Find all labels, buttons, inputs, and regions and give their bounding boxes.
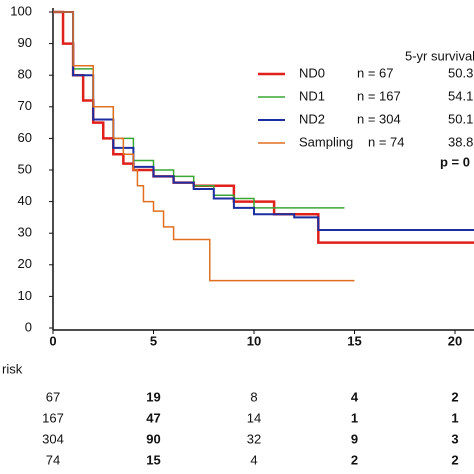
legend-label: ND1 bbox=[299, 88, 325, 103]
x-tick-label: 15 bbox=[347, 333, 361, 348]
y-tick-label: 80 bbox=[18, 67, 32, 82]
legend-label: ND2 bbox=[299, 111, 325, 126]
risk-count: 74 bbox=[46, 452, 60, 467]
y-tick-label: 100 bbox=[10, 3, 32, 18]
risk-count: 2 bbox=[451, 389, 458, 404]
survival-curve bbox=[53, 11, 355, 282]
risk-count: 4 bbox=[351, 389, 359, 404]
risk-count: 8 bbox=[250, 389, 257, 404]
risk-count: 14 bbox=[247, 410, 261, 425]
risk-count: 15 bbox=[146, 452, 160, 467]
risk-count: 47 bbox=[146, 410, 160, 425]
legend-n: n = 167 bbox=[357, 88, 401, 103]
survival-curve bbox=[53, 11, 474, 232]
y-tick-label: 0 bbox=[25, 319, 32, 334]
legend-n: n = 304 bbox=[357, 111, 401, 126]
y-tick-label: 60 bbox=[18, 130, 32, 145]
risk-count: 304 bbox=[42, 431, 64, 446]
legend-survival: 50.1 bbox=[448, 111, 473, 126]
risk-count: 9 bbox=[351, 431, 358, 446]
risk-count: 67 bbox=[46, 389, 60, 404]
legend-label: ND0 bbox=[299, 65, 325, 80]
legend-n: n = 67 bbox=[357, 65, 394, 80]
x-tick-label: 5 bbox=[150, 333, 157, 348]
legend-survival: 54.1 bbox=[448, 88, 473, 103]
risk-count: 167 bbox=[42, 410, 64, 425]
risk-count: 1 bbox=[351, 410, 358, 425]
risk-count: 4 bbox=[250, 452, 257, 467]
risk-count: 1 bbox=[451, 410, 458, 425]
legend-label: Sampling bbox=[299, 134, 353, 149]
p-value: p = 0 bbox=[440, 154, 470, 169]
risk-count: 32 bbox=[247, 431, 261, 446]
risk-count: 2 bbox=[351, 452, 358, 467]
x-tick-label: 20 bbox=[448, 333, 462, 348]
y-tick-label: 10 bbox=[18, 288, 32, 303]
legend-title: 5-yr survival bbox=[405, 48, 474, 63]
risk-count: 90 bbox=[146, 431, 160, 446]
risk-count: 2 bbox=[451, 452, 458, 467]
risk-label: risk bbox=[2, 361, 23, 376]
legend-n: n = 74 bbox=[368, 134, 405, 149]
y-tick-label: 30 bbox=[18, 225, 32, 240]
risk-count: 19 bbox=[146, 389, 160, 404]
risk-count: 3 bbox=[451, 431, 458, 446]
legend-survival: 38.8 bbox=[448, 134, 473, 149]
y-tick-label: 70 bbox=[18, 98, 32, 113]
y-tick-label: 50 bbox=[18, 161, 32, 176]
x-tick-label: 0 bbox=[49, 333, 56, 348]
survival-curve bbox=[53, 11, 345, 209]
y-tick-label: 40 bbox=[18, 193, 32, 208]
x-tick-label: 10 bbox=[247, 333, 261, 348]
y-tick-label: 90 bbox=[18, 35, 32, 50]
y-tick-label: 20 bbox=[18, 256, 32, 271]
legend-survival: 50.3 bbox=[448, 65, 473, 80]
